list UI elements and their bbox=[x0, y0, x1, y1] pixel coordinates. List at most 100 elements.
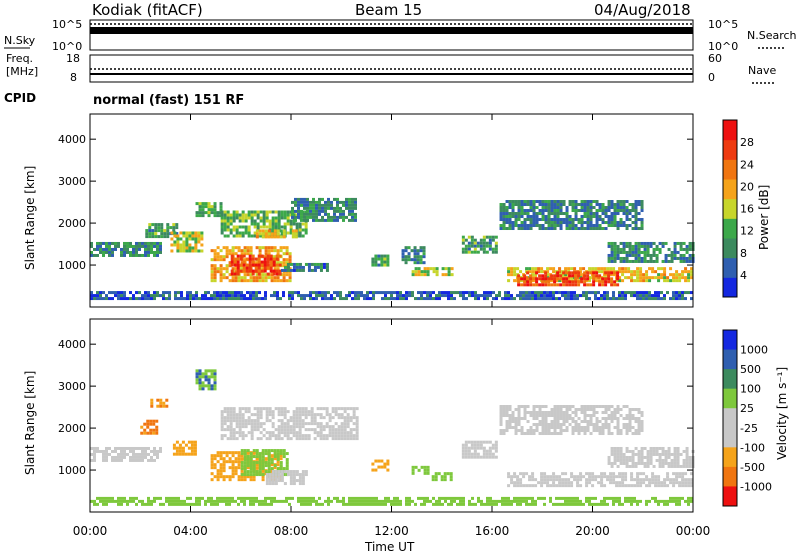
power-cell bbox=[102, 291, 105, 295]
power-cell bbox=[316, 262, 320, 266]
power-cell bbox=[176, 240, 180, 244]
y-tick-label: 2000 bbox=[58, 422, 86, 435]
power-cell bbox=[148, 229, 152, 233]
power-cell bbox=[291, 291, 294, 295]
velocity-cell bbox=[676, 461, 680, 465]
power-cell bbox=[273, 255, 277, 259]
power-cell bbox=[210, 249, 214, 253]
power-cell bbox=[232, 225, 236, 229]
power-cell bbox=[579, 273, 583, 277]
power-cell bbox=[144, 244, 147, 248]
velocity-cell bbox=[669, 478, 673, 482]
velocity-cell bbox=[222, 496, 225, 500]
power-cell bbox=[621, 270, 625, 274]
power-cell bbox=[242, 263, 246, 267]
power-cell bbox=[222, 267, 226, 271]
power-cell bbox=[102, 241, 105, 245]
power-cell bbox=[275, 269, 279, 273]
velocity-cell bbox=[162, 401, 166, 405]
velocity-cell bbox=[586, 420, 590, 424]
velocity-cell bbox=[601, 432, 605, 436]
power-cell bbox=[570, 267, 574, 271]
velocity-cell bbox=[540, 475, 544, 479]
power-cell bbox=[477, 297, 480, 301]
power-cell bbox=[201, 294, 204, 298]
velocity-cell bbox=[636, 478, 640, 482]
velocity-cell bbox=[252, 455, 256, 459]
velocity-cell bbox=[313, 422, 317, 426]
power-cell bbox=[625, 218, 629, 222]
power-cell bbox=[673, 256, 677, 260]
velocity-cell bbox=[351, 499, 354, 503]
velocity-cell bbox=[565, 411, 569, 415]
velocity-cell bbox=[510, 499, 513, 503]
velocity-cell bbox=[270, 461, 274, 465]
power-cell bbox=[312, 212, 315, 216]
power-cell bbox=[258, 279, 262, 283]
velocity-cell bbox=[577, 429, 581, 433]
power-cell bbox=[402, 294, 405, 298]
velocity-cell bbox=[514, 420, 518, 424]
velocity-cell bbox=[588, 481, 592, 485]
velocity-cell bbox=[280, 410, 284, 414]
velocity-cell bbox=[193, 449, 197, 453]
power-cell bbox=[688, 256, 692, 260]
power-cell bbox=[304, 262, 308, 266]
velocity-cell bbox=[360, 499, 363, 503]
y-tick-label: 4000 bbox=[58, 338, 86, 351]
power-cell bbox=[166, 226, 170, 230]
power-cell bbox=[679, 241, 683, 245]
velocity-cell bbox=[198, 502, 201, 506]
power-cell bbox=[404, 246, 408, 250]
power-cell bbox=[207, 297, 210, 301]
power-cell bbox=[254, 257, 258, 261]
power-cell bbox=[213, 205, 217, 209]
power-cell bbox=[633, 273, 637, 277]
power-cell bbox=[315, 206, 318, 210]
velocity-cell bbox=[273, 466, 277, 470]
velocity-cell bbox=[270, 463, 274, 467]
power-cell bbox=[160, 223, 164, 227]
power-cell bbox=[547, 215, 551, 219]
power-cell bbox=[220, 222, 224, 226]
power-cell bbox=[333, 291, 336, 295]
velocity-cell bbox=[352, 434, 356, 438]
power-cell bbox=[126, 250, 129, 254]
power-cell bbox=[303, 215, 306, 219]
velocity-cell bbox=[649, 455, 653, 459]
power-cell bbox=[630, 279, 634, 283]
power-cell bbox=[145, 229, 149, 233]
velocity-cell bbox=[247, 422, 251, 426]
power-cell bbox=[297, 215, 300, 219]
velocity-cell bbox=[553, 408, 557, 412]
velocity-cell bbox=[573, 475, 577, 479]
power-cell bbox=[543, 291, 546, 295]
power-cell bbox=[607, 224, 611, 228]
power-cell bbox=[312, 206, 315, 210]
power-cell bbox=[249, 291, 252, 295]
power-cell bbox=[247, 228, 251, 232]
power-cell bbox=[537, 294, 540, 298]
power-colorbar-tick: 24 bbox=[740, 158, 754, 171]
velocity-cell bbox=[349, 416, 353, 420]
velocity-cell bbox=[682, 464, 686, 468]
power-cell bbox=[570, 291, 573, 295]
velocity-cell bbox=[453, 496, 456, 500]
velocity-cell bbox=[535, 411, 539, 415]
power-cell bbox=[550, 277, 554, 281]
velocity-cell bbox=[207, 499, 210, 503]
power-cell bbox=[238, 225, 242, 229]
velocity-cell bbox=[222, 457, 226, 461]
power-cell bbox=[282, 291, 285, 295]
velocity-cell bbox=[298, 419, 302, 423]
velocity-cell bbox=[547, 423, 551, 427]
velocity-cell bbox=[447, 502, 450, 506]
power-cell bbox=[618, 291, 621, 295]
power-cell bbox=[225, 255, 229, 259]
velocity-cell bbox=[613, 455, 617, 459]
velocity-cell bbox=[250, 437, 254, 441]
velocity-cell bbox=[607, 414, 611, 418]
power-cell bbox=[526, 215, 530, 219]
power-cell bbox=[307, 265, 311, 269]
